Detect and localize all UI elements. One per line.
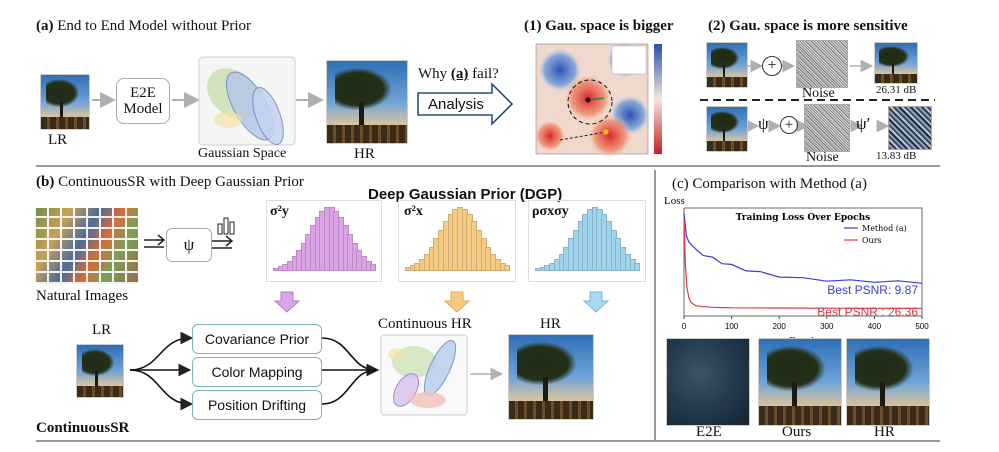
plot-area (683, 207, 923, 317)
x-tick-label: 200 (773, 322, 787, 331)
covariance-prior-label: Covariance Prior (204, 331, 310, 347)
lr-label-b: LR (92, 322, 112, 338)
ours-result-label: Ours (782, 424, 812, 440)
section-a-heading: (a) End to End Model without Prior (36, 18, 251, 35)
lr-image-a (40, 74, 90, 130)
hist1-label: σ²y (270, 204, 289, 219)
e2e-model-label: E2E Model (123, 85, 163, 117)
continuous-hr-illustration (380, 334, 468, 416)
legend-entry: Ours (862, 236, 882, 245)
section-c-heading: (c) Comparison with Method (a) (672, 176, 867, 193)
histogram-bar (370, 264, 377, 271)
gaussian-space-illustration (198, 56, 296, 146)
covariance-prior-box: Covariance Prior (192, 324, 322, 354)
section-a-label: (a) (36, 18, 54, 34)
analysis-label: Analysis (428, 96, 484, 113)
continuoussr-footer: ContinuousSR (36, 420, 130, 436)
section-b-heading: (b) ContinuousSR with Deep Gaussian Prio… (36, 174, 304, 191)
gaussian-space-label: Gaussian Space (198, 146, 287, 161)
noise-image-bottom (804, 104, 850, 152)
psnr-top: 26.31 dB (876, 84, 917, 96)
noise-label-bottom: Noise (806, 150, 839, 165)
section-b-label: (b) (36, 174, 55, 190)
annotation-method-a: Best PSNR: 9.87 (827, 283, 918, 297)
lr-image-b (76, 344, 124, 398)
histogram-bar (504, 265, 511, 271)
lr-label-a: LR (48, 132, 68, 148)
chart-title: Training Loss Over Epochs (736, 213, 870, 223)
noise-image-top (796, 40, 848, 88)
position-drifting-box: Position Drifting (192, 390, 322, 420)
plus-circle-top: + (762, 56, 782, 76)
noise-label-top: Noise (802, 86, 835, 101)
position-drifting-label: Position Drifting (207, 397, 307, 413)
e2e-model-box: E2E Model (116, 78, 170, 124)
panel-2-title: (2) Gau. space is more sensitive (708, 18, 908, 34)
x-tick-label: 300 (820, 322, 834, 331)
x-tick-label: 0 (682, 322, 687, 331)
continuous-hr-label: Continuous HR (378, 316, 472, 332)
x-tick-label: 400 (868, 322, 882, 331)
hr-result-image (846, 338, 930, 426)
hist3-label: ρσxσy (532, 204, 569, 219)
natural-images-grid (34, 208, 138, 284)
histogram-sigma-x (398, 200, 516, 282)
annotation-ours: Best PSNR : 26.36 (817, 305, 918, 319)
why-fail-text: Why (a) fail? (418, 66, 499, 82)
loss-landscape-plot (534, 42, 662, 158)
legend-entry: Method (a) (862, 224, 907, 233)
output-image-top (874, 42, 918, 84)
hr-result-label: HR (874, 424, 895, 440)
training-loss-chart: Training Loss Over Epochs Loss Epoch 0 100 20… (664, 195, 929, 338)
section-c-label: (c) (672, 176, 689, 192)
y-axis-label: Loss (664, 195, 685, 207)
e2e-result-image (666, 338, 750, 426)
x-axis-label: Epoch (789, 335, 818, 338)
histogram-bar (634, 262, 641, 271)
e2e-result-label: E2E (696, 424, 722, 440)
ours-result-image (758, 338, 842, 426)
series-line-ours (683, 218, 922, 309)
hr-label-b: HR (540, 316, 561, 332)
psi-bottom: ψ (758, 114, 769, 133)
output-image-bottom (888, 106, 932, 150)
psi-prime: ψ′ (856, 114, 871, 133)
psnr-bottom: 13.83 dB (876, 150, 917, 162)
dgp-title: Deep Gaussian Prior (DGP) (368, 186, 563, 203)
psi-encoder-label: ψ (183, 235, 195, 254)
bar-chart-icon (217, 217, 235, 235)
natural-images-label: Natural Images (36, 288, 129, 304)
x-tick-label: 100 (725, 322, 739, 331)
section-c-title: Comparison with Method (a) (692, 176, 867, 192)
series-line-method-a- (683, 213, 923, 284)
analysis-arrow-shape (417, 82, 514, 126)
section-b-title: ContinuousSR with Deep Gaussian Prior (58, 174, 304, 190)
panel-1-title: (1) Gau. space is bigger (524, 18, 674, 34)
histogram-rho (528, 200, 646, 282)
color-mapping-box: Color Mapping (192, 357, 322, 387)
color-mapping-label: Color Mapping (211, 364, 303, 380)
hr-label-a: HR (354, 146, 375, 162)
section-a-title: End to End Model without Prior (57, 18, 251, 34)
plus-circle-bottom: + (780, 116, 798, 134)
hist2-label: σ²x (404, 204, 423, 219)
input-image-top (706, 42, 748, 88)
hr-image-b (508, 334, 594, 420)
x-tick-label: 500 (915, 322, 929, 331)
histogram-sigma-y (266, 200, 382, 282)
input-image-bottom (706, 106, 748, 152)
hr-image-a (326, 60, 408, 144)
psi-encoder-box: ψ (166, 228, 212, 262)
